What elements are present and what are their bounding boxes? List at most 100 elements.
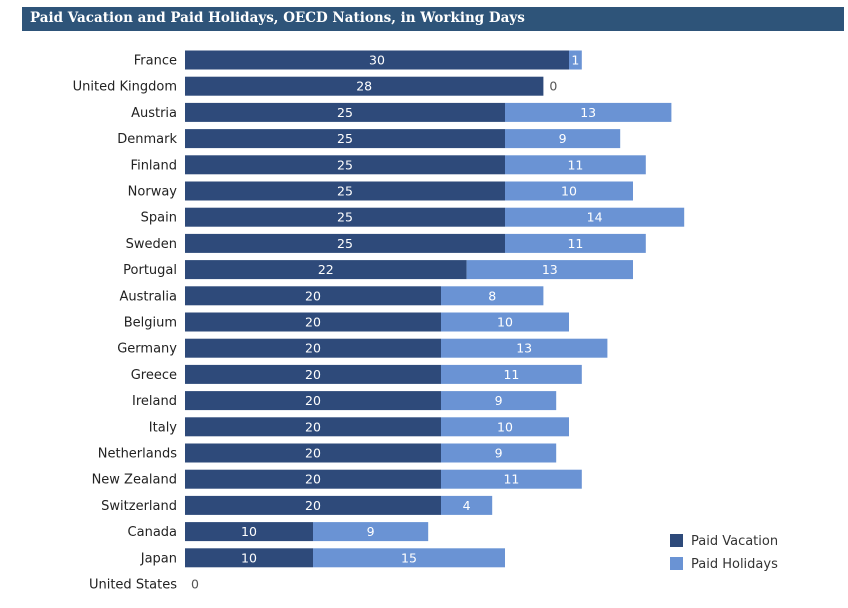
value-label-paid-vacation-sweden: 25 bbox=[337, 236, 353, 251]
value-label-paid-holidays-united-states: 0 bbox=[191, 577, 199, 592]
chart-title-bar: Paid Vacation and Paid Holidays, OECD Na… bbox=[22, 7, 844, 31]
value-label-paid-holidays-new-zealand: 11 bbox=[503, 472, 519, 487]
bar-paid-holidays-switzerland bbox=[441, 495, 493, 515]
value-label-paid-holidays-austria: 13 bbox=[580, 105, 596, 120]
bar-paid-holidays-canada bbox=[313, 522, 429, 542]
value-label-paid-holidays-denmark: 9 bbox=[559, 131, 567, 146]
bar-paid-holidays-new-zealand bbox=[441, 469, 582, 489]
category-label-greece: Greece bbox=[131, 368, 177, 383]
category-label-norway: Norway bbox=[128, 185, 178, 200]
value-label-paid-holidays-norway: 10 bbox=[561, 184, 577, 199]
category-label-new-zealand: New Zealand bbox=[92, 473, 177, 488]
bar-paid-holidays-france bbox=[569, 50, 582, 70]
bar-paid-holidays-netherlands bbox=[441, 443, 557, 463]
value-label-paid-holidays-netherlands: 9 bbox=[495, 446, 503, 461]
bar-paid-vacation-norway bbox=[185, 181, 505, 201]
bar-paid-vacation-belgium bbox=[185, 312, 441, 332]
bar-paid-holidays-germany bbox=[441, 338, 608, 358]
value-label-paid-vacation-ireland: 20 bbox=[305, 393, 321, 408]
value-label-paid-holidays-belgium: 10 bbox=[497, 315, 513, 330]
value-label-paid-holidays-greece: 11 bbox=[503, 367, 519, 382]
bar-paid-vacation-australia bbox=[185, 286, 441, 306]
bar-paid-holidays-spain bbox=[505, 207, 685, 227]
category-label-japan: Japan bbox=[140, 551, 177, 566]
bar-paid-vacation-ireland bbox=[185, 391, 441, 411]
value-label-paid-vacation-new-zealand: 20 bbox=[305, 472, 321, 487]
category-label-united-kingdom: United Kingdom bbox=[73, 80, 177, 95]
value-label-paid-vacation-germany: 20 bbox=[305, 341, 321, 356]
value-label-paid-vacation-belgium: 20 bbox=[305, 315, 321, 330]
value-label-paid-vacation-france: 30 bbox=[369, 53, 385, 68]
category-label-canada: Canada bbox=[128, 525, 177, 540]
category-label-austria: Austria bbox=[131, 106, 177, 121]
category-label-france: France bbox=[134, 54, 177, 69]
bar-paid-vacation-italy bbox=[185, 417, 441, 437]
bar-paid-holidays-norway bbox=[505, 181, 633, 201]
bar-paid-vacation-germany bbox=[185, 338, 441, 358]
value-label-paid-holidays-germany: 13 bbox=[516, 341, 532, 356]
bar-paid-vacation-greece bbox=[185, 364, 441, 384]
category-label-belgium: Belgium bbox=[124, 316, 177, 331]
value-label-paid-holidays-finland: 11 bbox=[567, 157, 583, 172]
bar-paid-holidays-finland bbox=[505, 155, 646, 175]
bar-paid-vacation-denmark bbox=[185, 129, 505, 149]
bar-paid-vacation-france bbox=[185, 50, 569, 70]
bar-paid-holidays-portugal bbox=[466, 260, 633, 280]
category-label-finland: Finland bbox=[131, 158, 177, 173]
value-label-paid-holidays-canada: 9 bbox=[367, 524, 375, 539]
bar-paid-holidays-belgium bbox=[441, 312, 569, 332]
bar-paid-holidays-denmark bbox=[505, 129, 621, 149]
bar-paid-vacation-new-zealand bbox=[185, 469, 441, 489]
value-label-paid-vacation-canada: 10 bbox=[241, 524, 257, 539]
value-label-paid-holidays-spain: 14 bbox=[587, 210, 603, 225]
bar-paid-vacation-finland bbox=[185, 155, 505, 175]
value-label-paid-vacation-greece: 20 bbox=[305, 367, 321, 382]
value-label-paid-vacation-united-kingdom: 28 bbox=[356, 79, 372, 94]
value-label-paid-vacation-netherlands: 20 bbox=[305, 446, 321, 461]
bar-paid-holidays-sweden bbox=[505, 233, 646, 253]
bar-paid-vacation-united-kingdom bbox=[185, 76, 544, 96]
value-label-paid-vacation-switzerland: 20 bbox=[305, 498, 321, 513]
bar-paid-vacation-netherlands bbox=[185, 443, 441, 463]
value-label-paid-vacation-finland: 25 bbox=[337, 157, 353, 172]
bar-paid-vacation-sweden bbox=[185, 233, 505, 253]
legend-label-paid-holidays: Paid Holidays bbox=[691, 557, 778, 572]
category-label-italy: Italy bbox=[149, 420, 178, 435]
legend-swatch-paid-holidays bbox=[670, 557, 683, 570]
category-label-portugal: Portugal bbox=[123, 263, 177, 278]
category-label-united-states: United States bbox=[89, 578, 177, 593]
value-label-paid-holidays-switzerland: 4 bbox=[463, 498, 471, 513]
category-label-ireland: Ireland bbox=[132, 394, 177, 409]
value-label-paid-vacation-austria: 25 bbox=[337, 105, 353, 120]
value-label-paid-vacation-australia: 20 bbox=[305, 288, 321, 303]
value-label-paid-holidays-france: 1 bbox=[571, 53, 579, 68]
value-label-paid-holidays-united-kingdom: 0 bbox=[549, 79, 557, 94]
legend-label-paid-vacation: Paid Vacation bbox=[691, 534, 778, 549]
bar-paid-vacation-japan bbox=[185, 548, 313, 568]
bar-paid-holidays-australia bbox=[441, 286, 544, 306]
value-label-paid-holidays-sweden: 11 bbox=[567, 236, 583, 251]
category-label-switzerland: Switzerland bbox=[101, 499, 177, 514]
bar-paid-vacation-spain bbox=[185, 207, 505, 227]
value-label-paid-vacation-spain: 25 bbox=[337, 210, 353, 225]
bar-paid-vacation-austria bbox=[185, 102, 505, 122]
bar-paid-holidays-italy bbox=[441, 417, 569, 437]
bar-paid-holidays-austria bbox=[505, 102, 672, 122]
bar-paid-holidays-japan bbox=[313, 548, 505, 568]
bar-paid-vacation-portugal bbox=[185, 260, 467, 280]
value-label-paid-holidays-italy: 10 bbox=[497, 419, 513, 434]
value-label-paid-holidays-japan: 15 bbox=[401, 550, 417, 565]
value-label-paid-vacation-italy: 20 bbox=[305, 419, 321, 434]
category-label-spain: Spain bbox=[141, 211, 177, 226]
category-label-germany: Germany bbox=[117, 342, 177, 357]
chart-title: Paid Vacation and Paid Holidays, OECD Na… bbox=[30, 10, 525, 26]
bar-paid-holidays-greece bbox=[441, 364, 582, 384]
bar-paid-vacation-canada bbox=[185, 522, 313, 542]
value-label-paid-vacation-portugal: 22 bbox=[318, 262, 334, 277]
bar-paid-vacation-switzerland bbox=[185, 495, 441, 515]
bar-paid-holidays-ireland bbox=[441, 391, 557, 411]
value-label-paid-holidays-australia: 8 bbox=[488, 288, 496, 303]
category-label-denmark: Denmark bbox=[117, 132, 177, 147]
value-label-paid-vacation-japan: 10 bbox=[241, 550, 257, 565]
